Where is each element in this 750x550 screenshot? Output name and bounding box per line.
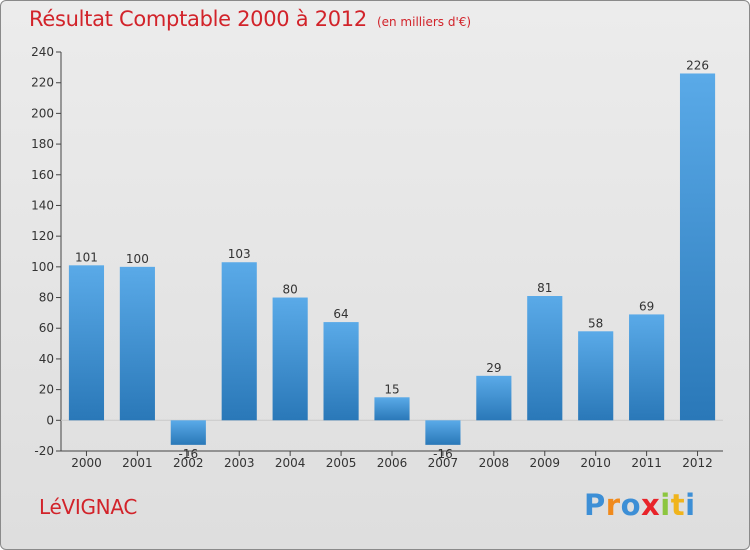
data-label: 103 (228, 247, 251, 261)
data-label: 226 (686, 58, 709, 72)
bar (527, 296, 563, 421)
x-tick-label: 2000 (71, 456, 102, 470)
bar (476, 375, 512, 421)
y-tick-label: 100 (31, 260, 54, 274)
proxiti-logo: Proxiti (584, 488, 696, 522)
data-label: -16 (179, 447, 199, 461)
x-tick-label: 2002 (173, 456, 204, 470)
bar (170, 420, 206, 445)
x-tick-label: 2007 (428, 456, 459, 470)
x-tick-label: 2010 (580, 456, 611, 470)
y-tick-label: 80 (39, 291, 54, 305)
y-tick-label: 140 (31, 198, 54, 212)
bar (68, 265, 105, 421)
data-labels: 101 100 -16 103 80 64 15 -16 29 81 58 69 226 (75, 58, 709, 460)
data-label: 81 (537, 281, 552, 295)
logo-letter: x (641, 488, 661, 522)
bars (68, 73, 716, 445)
bar (425, 420, 461, 445)
title-text: Résultat Comptable 2000 à 2012 (29, 7, 367, 31)
x-tick-label: 2005 (326, 456, 357, 470)
bar (119, 266, 155, 421)
y-tick-label: 160 (31, 168, 54, 182)
data-label: -16 (433, 447, 453, 461)
subtitle-text: (en milliers d'€) (376, 15, 472, 29)
logo-letter: i (660, 488, 671, 522)
logo-letter: r (605, 488, 621, 522)
axes: -20 0 20 40 60 80 100 120 140 160 180 200 220 240 2000… (31, 45, 723, 470)
data-label: 29 (486, 361, 501, 375)
y-tick-label: 240 (31, 45, 54, 59)
logo-letter: o (620, 488, 642, 522)
data-label: 15 (384, 382, 399, 396)
data-label: 100 (126, 252, 149, 266)
town-name: LéVIGNAC (39, 495, 138, 519)
y-tick-label: 120 (31, 229, 54, 243)
y-tick-label: 200 (31, 106, 54, 120)
x-tick-label: 2006 (377, 456, 408, 470)
logo-letter: t (670, 488, 686, 522)
y-tick-label: 60 (39, 321, 54, 335)
x-tick-label: 2009 (529, 456, 560, 470)
logo-letter: P (584, 488, 606, 522)
x-tick-label: 2011 (631, 456, 662, 470)
y-tick-label: 180 (31, 137, 54, 151)
chart-title: Résultat Comptable 2000 à 2012 (en millie… (29, 7, 471, 31)
y-tick-label: 20 (39, 383, 54, 397)
bar (272, 297, 308, 421)
x-tick-label: 2004 (275, 456, 306, 470)
y-tick-label: 40 (39, 352, 54, 366)
data-label: 64 (333, 307, 348, 321)
y-tick-label: 220 (31, 76, 54, 90)
x-tick-label: 2012 (682, 456, 713, 470)
bar (323, 322, 359, 421)
data-label: 69 (639, 299, 654, 313)
logo-letter: i (685, 488, 696, 522)
data-label: 58 (588, 316, 603, 330)
y-tick-label: -20 (34, 444, 54, 458)
data-label: 80 (283, 283, 298, 297)
bar (221, 262, 257, 421)
bar (629, 314, 665, 421)
y-tick-label: 0 (46, 413, 54, 427)
x-tick-label: 2001 (122, 456, 153, 470)
bar (578, 331, 614, 421)
bar (374, 397, 410, 421)
x-tick-label: 2003 (224, 456, 255, 470)
data-label: 101 (75, 250, 98, 264)
x-tick-label: 2008 (479, 456, 510, 470)
bar (679, 73, 716, 421)
